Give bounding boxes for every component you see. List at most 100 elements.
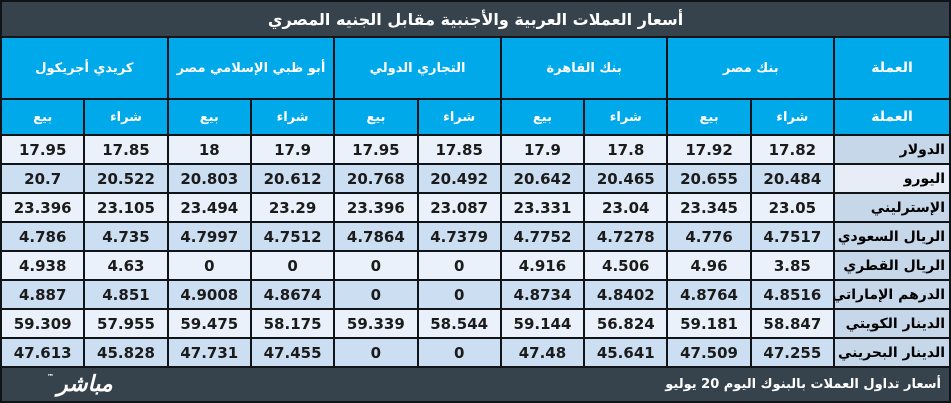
buy-rate: 4.7512 [251,223,334,250]
buy-rate: 20.612 [251,165,334,192]
currency-name: الدرهم الإماراتي [835,281,949,308]
bank-header-row: العملة بنك مصر بنك القاهرة التجاري الدولي أب… [2,38,949,98]
sell-rate: 0 [335,339,417,366]
sell-rate: 59.144 [501,310,584,337]
trademark-symbol: ™ [47,373,55,381]
buy-rate: 20.484 [751,165,833,192]
sell-rate: 23.331 [501,194,584,221]
sell-header: بيع [2,100,84,134]
sell-rate: 23.396 [335,194,417,221]
buy-rate: 47.255 [751,339,833,366]
buy-rate: 3.85 [751,252,833,279]
table-row: الدولار 17.82 17.92 17.8 17.9 17.85 17.95 17.9 1… [2,136,949,163]
buy-rate: 58.847 [751,310,833,337]
sell-rate: 4.938 [2,252,84,279]
table-row: الريال السعودي 4.7517 4.776 4.7278 4.7752 4.7… [2,223,949,250]
mubasher-logo: ™ مباشر [47,372,113,397]
buy-rate: 4.851 [85,281,167,308]
buy-rate: 17.9 [251,136,334,163]
buy-header: شراء [251,100,334,134]
sell-rate: 20.768 [335,165,417,192]
sell-rate: 47.48 [501,339,584,366]
table-row: الدينار الكويتي 58.847 59.181 56.824 59.144 5… [2,310,949,337]
sell-header: بيع [168,100,250,134]
sell-header: بيع [335,100,417,134]
sell-rate: 20.803 [168,165,250,192]
currency-name: الريال القطري [835,252,949,279]
sell-rate: 17.92 [668,136,750,163]
sell-rate: 0 [168,252,250,279]
buy-rate: 4.8674 [251,281,334,308]
buy-rate: 0 [251,252,334,279]
sell-rate: 59.475 [168,310,250,337]
table-row: الدينار البحريني 47.255 47.509 45.641 47.48 0… [2,339,949,366]
buy-rate: 20.522 [85,165,167,192]
sell-rate: 23.345 [668,194,750,221]
buy-rate: 4.506 [585,252,667,279]
buy-rate: 17.85 [418,136,500,163]
buy-rate: 57.955 [85,310,167,337]
currency-column-header: العملة [835,100,949,134]
sell-rate: 4.786 [2,223,84,250]
sell-rate: 59.339 [335,310,417,337]
buy-rate: 20.492 [418,165,500,192]
buy-rate: 23.05 [751,194,833,221]
buy-rate: 58.175 [251,310,334,337]
sell-rate: 59.309 [2,310,84,337]
buy-rate: 4.735 [85,223,167,250]
buy-rate: 20.465 [585,165,667,192]
buy-rate: 23.04 [585,194,667,221]
sell-rate: 0 [335,281,417,308]
buy-sell-header-row: العملة شراء بيع شراء بيع شراء بيع شراء بيع شراء بي… [2,100,949,134]
buy-rate: 4.8402 [585,281,667,308]
sell-rate: 20.655 [668,165,750,192]
buy-rate: 56.824 [585,310,667,337]
currency-name: الإسترليني [835,194,949,221]
bank-header: بنك مصر [668,38,833,98]
sell-rate: 23.396 [2,194,84,221]
buy-rate: 4.8516 [751,281,833,308]
exchange-rates-table: العملة بنك مصر بنك القاهرة التجاري الدولي أب… [2,38,949,366]
sell-rate: 4.8764 [668,281,750,308]
buy-header: شراء [418,100,500,134]
buy-rate: 4.7517 [751,223,833,250]
title-bar: أسعار العملات العربية والأجنبية مقابل ال… [2,2,949,36]
table-row: الإسترليني 23.05 23.345 23.04 23.331 23.087 23… [2,194,949,221]
buy-rate: 23.29 [251,194,334,221]
buy-rate: 4.63 [85,252,167,279]
buy-rate: 45.641 [585,339,667,366]
sell-rate: 17.95 [2,136,84,163]
sell-rate: 4.96 [668,252,750,279]
sell-rate: 23.494 [168,194,250,221]
mubasher-logo-text: مباشر [57,372,113,397]
table-row: الريال القطري 3.85 4.96 4.506 4.916 0 0 0 0 4.63 4… [2,252,949,279]
bank-header: التجاري الدولي [335,38,500,98]
sell-header: بيع [501,100,584,134]
buy-rate: 17.82 [751,136,833,163]
buy-rate: 4.7278 [585,223,667,250]
currency-name: الريال السعودي [835,223,949,250]
table-row: اليورو 20.484 20.655 20.465 20.642 20.492 20.7… [2,165,949,192]
buy-rate: 23.105 [85,194,167,221]
buy-rate: 17.85 [85,136,167,163]
sell-rate: 17.95 [335,136,417,163]
currency-name: الدولار [835,136,949,163]
bank-header: أبو ظبي الإسلامي مصر [168,38,334,98]
buy-rate: 23.087 [418,194,500,221]
sell-rate: 0 [335,252,417,279]
sell-rate: 20.642 [501,165,584,192]
buy-rate: 47.455 [251,339,334,366]
sell-rate: 47.613 [2,339,84,366]
buy-rate: 0 [418,281,500,308]
buy-header: شراء [751,100,833,134]
buy-rate: 0 [418,339,500,366]
bank-header: بنك القاهرة [501,38,667,98]
buy-rate: 45.828 [85,339,167,366]
sell-rate: 4.916 [501,252,584,279]
sell-rate: 18 [168,136,250,163]
buy-header: شراء [85,100,167,134]
table-row: الدرهم الإماراتي 4.8516 4.8764 4.8402 4.8734… [2,281,949,308]
currency-column-header: العملة [835,38,949,98]
footer-bar: ™ مباشر أسعار تداول العملات بالبنوك اليوم… [2,368,949,401]
